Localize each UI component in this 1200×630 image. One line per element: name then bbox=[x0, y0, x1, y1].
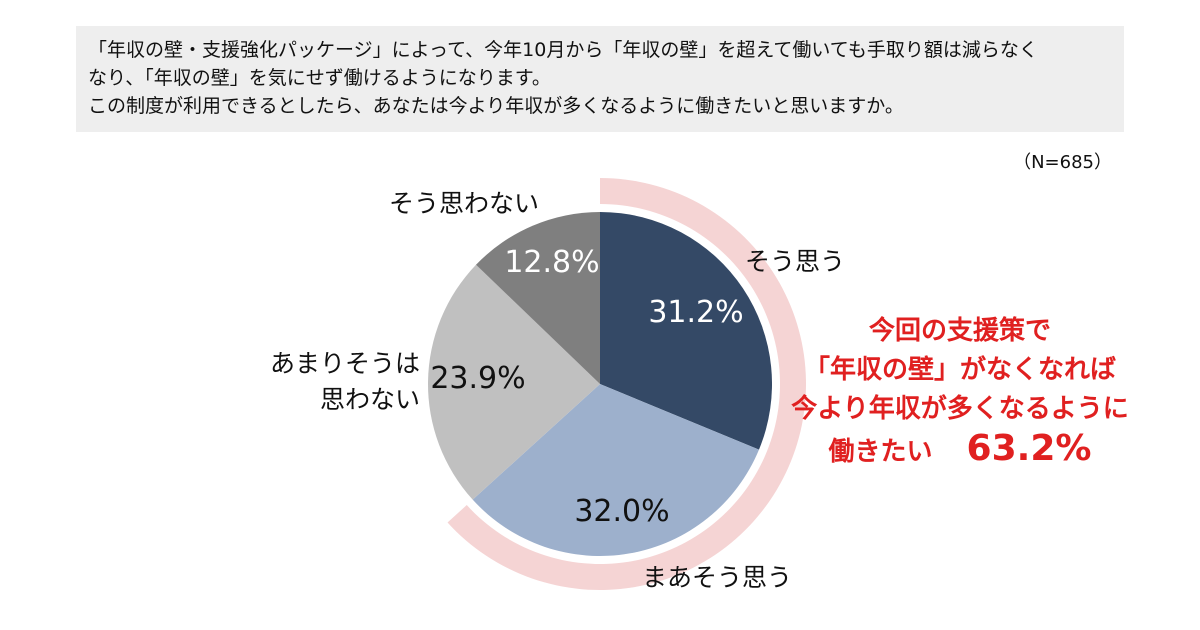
highlight-line-1: 今回の支援策で bbox=[868, 316, 1051, 346]
highlight-ring bbox=[447, 178, 806, 590]
category-label-4: そう思わない bbox=[389, 189, 539, 218]
question-line-2: なり、「年収の壁」を気にせず働けるようになります。 bbox=[88, 67, 551, 89]
category-label-1: そう思う bbox=[745, 247, 845, 276]
question-line-3: この制度が利用できるとしたら、あなたは今より年収が多くなるように働きたいと思いま… bbox=[88, 95, 904, 117]
category-label-3: あまりそうは思わない bbox=[270, 349, 420, 414]
pie-slice-4 bbox=[476, 212, 600, 384]
highlight-callout: 今回の支援策で 「年収の壁」がなくなれば 今より年収が多くなるように 働きたい … bbox=[790, 312, 1130, 472]
pie-slice-1 bbox=[600, 212, 772, 450]
highlight-line-2: 「年収の壁」がなくなれば bbox=[803, 355, 1116, 385]
value-label-4: 12.8% bbox=[504, 245, 599, 280]
sample-size: （N=685） bbox=[1013, 152, 1112, 173]
pie-slice-3 bbox=[427, 264, 600, 500]
value-label-1: 31.2% bbox=[648, 295, 743, 330]
value-label-2: 32.0% bbox=[574, 494, 669, 529]
value-label-3: 23.9% bbox=[430, 361, 525, 396]
highlight-line-3: 今より年収が多くなるように bbox=[791, 394, 1129, 424]
question-box: 「年収の壁・支援強化パッケージ」によって、今年10月から「年収の壁」を超えて働い… bbox=[76, 26, 1124, 132]
question-line-1: 「年収の壁・支援強化パッケージ」によって、今年10月から「年収の壁」を超えて働い… bbox=[88, 39, 1038, 61]
highlight-line-4: 働きたい bbox=[828, 437, 933, 467]
pie-slice-2 bbox=[472, 384, 759, 557]
category-label-2: まあそう思う bbox=[642, 563, 792, 592]
highlight-value: 63.2% bbox=[966, 428, 1092, 469]
highlight-line-4-row: 働きたい 63.2% bbox=[790, 429, 1130, 472]
